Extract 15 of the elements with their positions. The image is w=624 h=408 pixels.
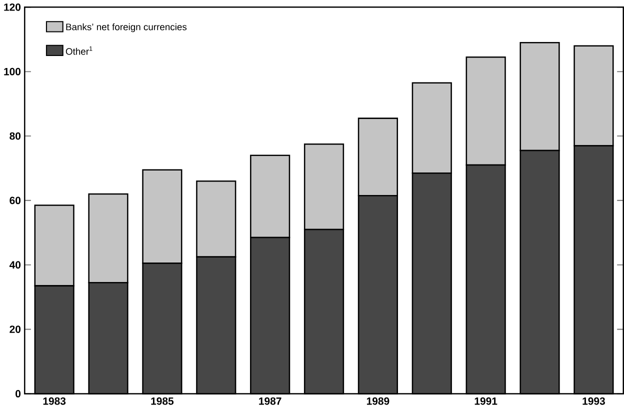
x-tick-label: 1987 (259, 397, 282, 405)
y-tick-label: 40 (9, 261, 21, 268)
x-tick-label: 1993 (582, 397, 605, 405)
y-tick-label: 0 (16, 390, 21, 398)
legend-label: Other$^{1}$ (66, 46, 92, 55)
x-tick-label: 1989 (366, 397, 390, 405)
x-tick-label: 1991 (474, 397, 498, 405)
y-tick-label: 120 (4, 3, 21, 11)
y-tick-label: 20 (10, 325, 21, 333)
y-tick-label: 100 (4, 68, 21, 76)
legend-label: Banks’ net foreign currencies (66, 23, 187, 32)
x-tick-label: 1985 (151, 397, 174, 405)
x-tick-label: 1983 (43, 397, 66, 405)
y-tick-label: 80 (10, 132, 21, 140)
y-tick-label: 60 (10, 196, 21, 204)
